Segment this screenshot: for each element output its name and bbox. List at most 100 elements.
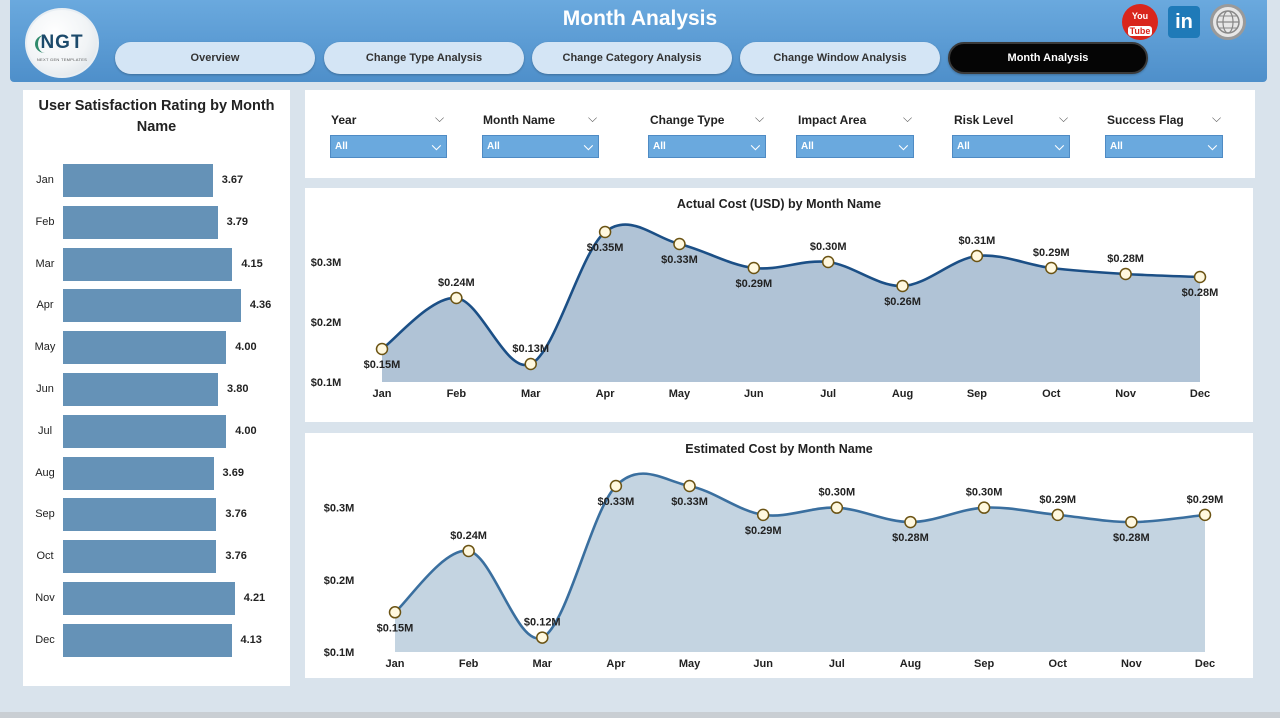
tab-change-window-analysis[interactable]: Change Window Analysis: [740, 42, 940, 74]
x-tick-label: Sep: [967, 388, 987, 400]
tab-change-category-analysis[interactable]: Change Category Analysis: [532, 42, 732, 74]
satisfaction-bar[interactable]: [63, 582, 235, 615]
chevron-down-icon[interactable]: ⌵: [588, 111, 598, 125]
x-tick-label: Oct: [1042, 388, 1061, 400]
filter-risk-level-select[interactable]: All ⌵: [952, 135, 1070, 158]
chevron-down-icon: ⌵: [1207, 139, 1217, 153]
data-point-marker: [896, 279, 909, 293]
filter-impact-area-select[interactable]: All ⌵: [796, 135, 914, 158]
y-tick-label: $0.2M: [324, 575, 355, 587]
x-tick-label: Dec: [1195, 658, 1215, 670]
bar-category-label: Mar: [35, 257, 55, 270]
data-value-label: $0.31M: [959, 235, 996, 247]
data-point-marker: [821, 255, 835, 269]
filter-success-flag-label: Success Flag: [1107, 113, 1184, 127]
filter-year-label: Year: [331, 113, 357, 127]
satisfaction-bar[interactable]: [63, 498, 217, 532]
x-tick-label: Apr: [606, 658, 626, 670]
filter-month-value: All: [487, 141, 500, 152]
data-point-marker: [683, 479, 696, 493]
tab-change-type-analysis[interactable]: Change Type Analysis: [324, 42, 524, 74]
data-point-marker: [1193, 270, 1207, 284]
globe-icon-graphic: [1216, 10, 1240, 34]
y-tick-label: $0.3M: [311, 257, 342, 269]
data-point-marker: [450, 291, 463, 305]
youtube-label-top: You: [1131, 11, 1149, 21]
data-point-marker: [1125, 515, 1138, 529]
filter-month-select[interactable]: All ⌵: [482, 135, 599, 158]
logo-swoosh-icon: [35, 35, 55, 53]
data-point-marker: [1119, 267, 1132, 281]
data-point-marker: [830, 501, 844, 514]
data-value-label: $0.33M: [671, 496, 708, 508]
satisfaction-bar[interactable]: [63, 373, 219, 406]
chevron-down-icon[interactable]: ⌵: [435, 111, 445, 125]
data-value-label: $0.30M: [966, 487, 1003, 499]
actual-cost-chart-panel: Actual Cost (USD) by Month Name $0.1M $0.…: [305, 188, 1253, 422]
satisfaction-bar[interactable]: [63, 164, 213, 197]
y-tick-label: $0.1M: [324, 647, 355, 659]
bar-category-label: Aug: [35, 466, 55, 479]
youtube-icon[interactable]: You Tube: [1122, 4, 1158, 40]
data-value-label: $0.33M: [661, 254, 698, 266]
bar-category-label: Jan: [36, 174, 54, 186]
filter-impact-area-value: All: [801, 141, 814, 152]
x-tick-label: Jul: [820, 388, 836, 400]
x-tick-label: Aug: [900, 658, 921, 670]
data-value-label: $0.15M: [364, 359, 401, 371]
satisfaction-bar[interactable]: [63, 205, 218, 239]
filter-risk-level-value: All: [957, 141, 970, 152]
x-tick-label: Jun: [753, 658, 773, 670]
data-value-label: $0.35M: [587, 242, 624, 254]
bar-category-label: May: [34, 341, 56, 354]
satisfaction-bar[interactable]: [63, 414, 227, 448]
satisfaction-bar[interactable]: [63, 331, 227, 365]
bar-value-label: 4.36: [249, 299, 272, 312]
data-value-label: $0.24M: [438, 277, 475, 289]
x-tick-label: Feb: [459, 658, 479, 670]
data-point-marker: [536, 631, 549, 644]
satisfaction-bar[interactable]: [63, 456, 214, 490]
data-value-label: $0.28M: [1113, 532, 1150, 544]
satisfaction-bar[interactable]: [63, 247, 233, 281]
satisfaction-bar[interactable]: [63, 540, 217, 574]
data-point-marker: [1045, 261, 1058, 275]
filter-year-value: All: [335, 141, 348, 152]
data-point-marker: [904, 515, 917, 529]
tab-overview[interactable]: Overview: [115, 42, 315, 74]
data-value-label: $0.33M: [598, 496, 635, 508]
bottom-strip: [0, 712, 1280, 718]
chevron-down-icon: ⌵: [431, 139, 441, 153]
satisfaction-chart-title: User Satisfaction Rating by Month Name: [38, 98, 275, 135]
data-value-label: $0.24M: [450, 530, 487, 542]
filter-month-label: Month Name: [483, 113, 555, 127]
filter-year-select[interactable]: All ⌵: [330, 135, 447, 158]
x-tick-label: Oct: [1049, 658, 1068, 670]
filter-success-flag-value: All: [1110, 141, 1123, 152]
data-point-marker: [462, 544, 475, 558]
x-tick-label: Apr: [596, 388, 616, 400]
estimated-cost-chart: $0.1M $0.2M $0.3M Jan Feb Mar Apr May Jun Jul Aug S…: [324, 472, 1223, 670]
chevron-down-icon: ⌵: [750, 139, 760, 153]
bar-category-label: Oct: [36, 550, 54, 563]
x-tick-label: Feb: [447, 388, 467, 400]
bar-value-label: 3.69: [222, 466, 244, 479]
satisfaction-bar[interactable]: [63, 623, 232, 657]
x-tick-label: Jul: [829, 658, 845, 670]
filter-success-flag-select[interactable]: All ⌵: [1105, 135, 1223, 158]
satisfaction-bar[interactable]: [63, 289, 241, 323]
filter-change-type-select[interactable]: All ⌵: [648, 135, 766, 158]
bar-value-label: 3.67: [221, 174, 244, 186]
chevron-down-icon: ⌵: [898, 139, 908, 153]
actual-cost-chart: $0.1M $0.2M $0.3M Jan Feb Mar Apr May Jun Jul Aug S…: [311, 223, 1218, 400]
globe-icon[interactable]: [1210, 4, 1246, 40]
linkedin-icon[interactable]: in: [1168, 6, 1200, 38]
chevron-down-icon[interactable]: ⌵: [755, 111, 765, 125]
chevron-down-icon[interactable]: ⌵: [1059, 111, 1069, 125]
tab-month-analysis[interactable]: Month Analysis: [948, 42, 1148, 74]
y-tick-label: $0.3M: [324, 503, 355, 515]
x-tick-label: Mar: [532, 658, 552, 670]
chevron-down-icon[interactable]: ⌵: [903, 111, 913, 125]
x-tick-label: Jun: [744, 388, 764, 400]
chevron-down-icon[interactable]: ⌵: [1212, 111, 1222, 125]
